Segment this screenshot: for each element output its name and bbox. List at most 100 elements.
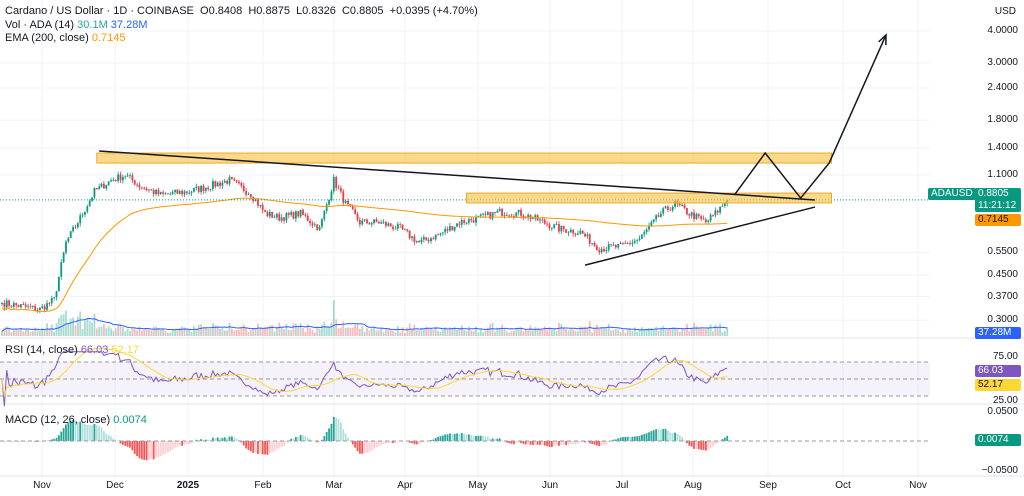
candle-body (482, 213, 485, 215)
candle-body (330, 191, 333, 201)
macd-histogram-bar (560, 441, 563, 445)
volume-bar (641, 327, 643, 336)
candle-body (593, 242, 596, 246)
volume-bar (358, 328, 361, 336)
candle-body (10, 305, 13, 307)
macd-histogram-bar (484, 436, 487, 441)
volume-bar (157, 328, 160, 336)
volume-bar (510, 331, 513, 336)
time-axis-label: Mar (325, 480, 343, 491)
candle-body (164, 193, 167, 195)
rsi-legend[interactable]: RSI (14, close) 66.03 52.17 (5, 344, 139, 356)
candle-body (321, 219, 323, 227)
resistance-trendline (99, 150, 815, 201)
price-axis-label: 1.8000 (987, 114, 1018, 126)
candle-body (494, 212, 496, 213)
macd-histogram-bar (302, 435, 304, 441)
volume-bar (126, 328, 129, 336)
ema-value: 0.7145 (91, 32, 126, 44)
macd-histogram-bar (463, 433, 466, 441)
macd-histogram-bar (304, 435, 307, 441)
candle-body (377, 221, 380, 224)
volume-bar (380, 327, 383, 336)
macd-histogram-bar (257, 441, 259, 454)
volume-bar (366, 328, 368, 336)
volume-bar (657, 330, 660, 336)
macd-histogram-bar (577, 441, 579, 444)
volume-bar (434, 326, 437, 336)
candle-body (129, 175, 131, 177)
candle-body (34, 305, 37, 311)
macd-histogram-bar (486, 436, 489, 441)
volume-bar (176, 328, 179, 336)
volume-bar (103, 324, 105, 336)
volume-bar (107, 326, 110, 336)
macd-histogram-bar (536, 441, 539, 445)
ema-legend[interactable]: EMA (200, close) 0.7145 (5, 32, 125, 44)
macd-histogram-bar (439, 436, 442, 441)
volume-bar (202, 326, 205, 336)
volume-bar (411, 328, 413, 336)
macd-histogram-bar (683, 439, 686, 441)
volume-bar (536, 327, 539, 336)
volume-bar (520, 327, 522, 336)
candle-body (53, 297, 56, 299)
arrow-head-icon (878, 33, 887, 45)
candle-body (181, 191, 184, 195)
macd-histogram-bar (584, 441, 586, 443)
last-price-tag: 0.8805 11:21:12 (975, 188, 1021, 212)
macd-histogram-bar (325, 431, 328, 441)
volume-bar (584, 326, 586, 336)
time-axis-label: May (468, 480, 488, 491)
candle-body (221, 182, 224, 186)
macd-histogram-bar (558, 441, 560, 446)
candle-body (65, 241, 67, 253)
macd-histogram-bar (171, 441, 174, 450)
volume-bar (235, 329, 238, 336)
volume-bar (254, 328, 257, 336)
volume-bar (24, 328, 27, 336)
volume-bar (626, 329, 629, 336)
macd-legend[interactable]: MACD (12, 26, close) 0.0074 (5, 414, 147, 426)
candle-body (373, 219, 375, 224)
volume-bar (221, 327, 224, 336)
volume-bar (425, 326, 428, 336)
candle-body (683, 205, 686, 208)
candle-body (351, 206, 354, 210)
macd-histogram-bar (446, 434, 449, 441)
rsi-ma-value: 52.17 (111, 344, 139, 356)
volume-bar (567, 330, 570, 336)
candle-body (546, 223, 548, 225)
macd-histogram-bar (418, 441, 421, 445)
volume-bar (216, 325, 219, 336)
macd-histogram-bar (603, 441, 605, 445)
macd-histogram-bar (662, 429, 665, 441)
volume-bar (513, 330, 515, 336)
candle-body (17, 305, 20, 308)
candle-body (704, 219, 707, 223)
candle-body (67, 237, 70, 242)
candle-body (520, 209, 522, 216)
candle-body (681, 205, 684, 206)
candle-body (190, 191, 193, 193)
volume-legend[interactable]: Vol · ADA (14) 30.1M 37.28M (5, 19, 148, 31)
macd-histogram-bar (676, 433, 679, 441)
volume-bar (299, 323, 302, 336)
macd-histogram-bar (121, 441, 124, 445)
macd-histogram-bar (444, 434, 447, 441)
macd-histogram-bar (567, 441, 570, 446)
candle-body (652, 219, 655, 222)
symbol-title[interactable]: Cardano / US Dollar · 1D · COINBASE (5, 5, 194, 17)
candle-body (467, 219, 470, 223)
currency-label[interactable]: USD (994, 6, 1016, 17)
candle-body (548, 224, 551, 229)
candle-body (8, 300, 11, 306)
macd-histogram-bar (465, 434, 468, 441)
volume-bar (69, 318, 72, 336)
price-axis-label: 1.1000 (987, 169, 1018, 181)
volume-bar (311, 330, 314, 336)
candle-body (719, 206, 722, 213)
volume-bar (489, 323, 492, 336)
